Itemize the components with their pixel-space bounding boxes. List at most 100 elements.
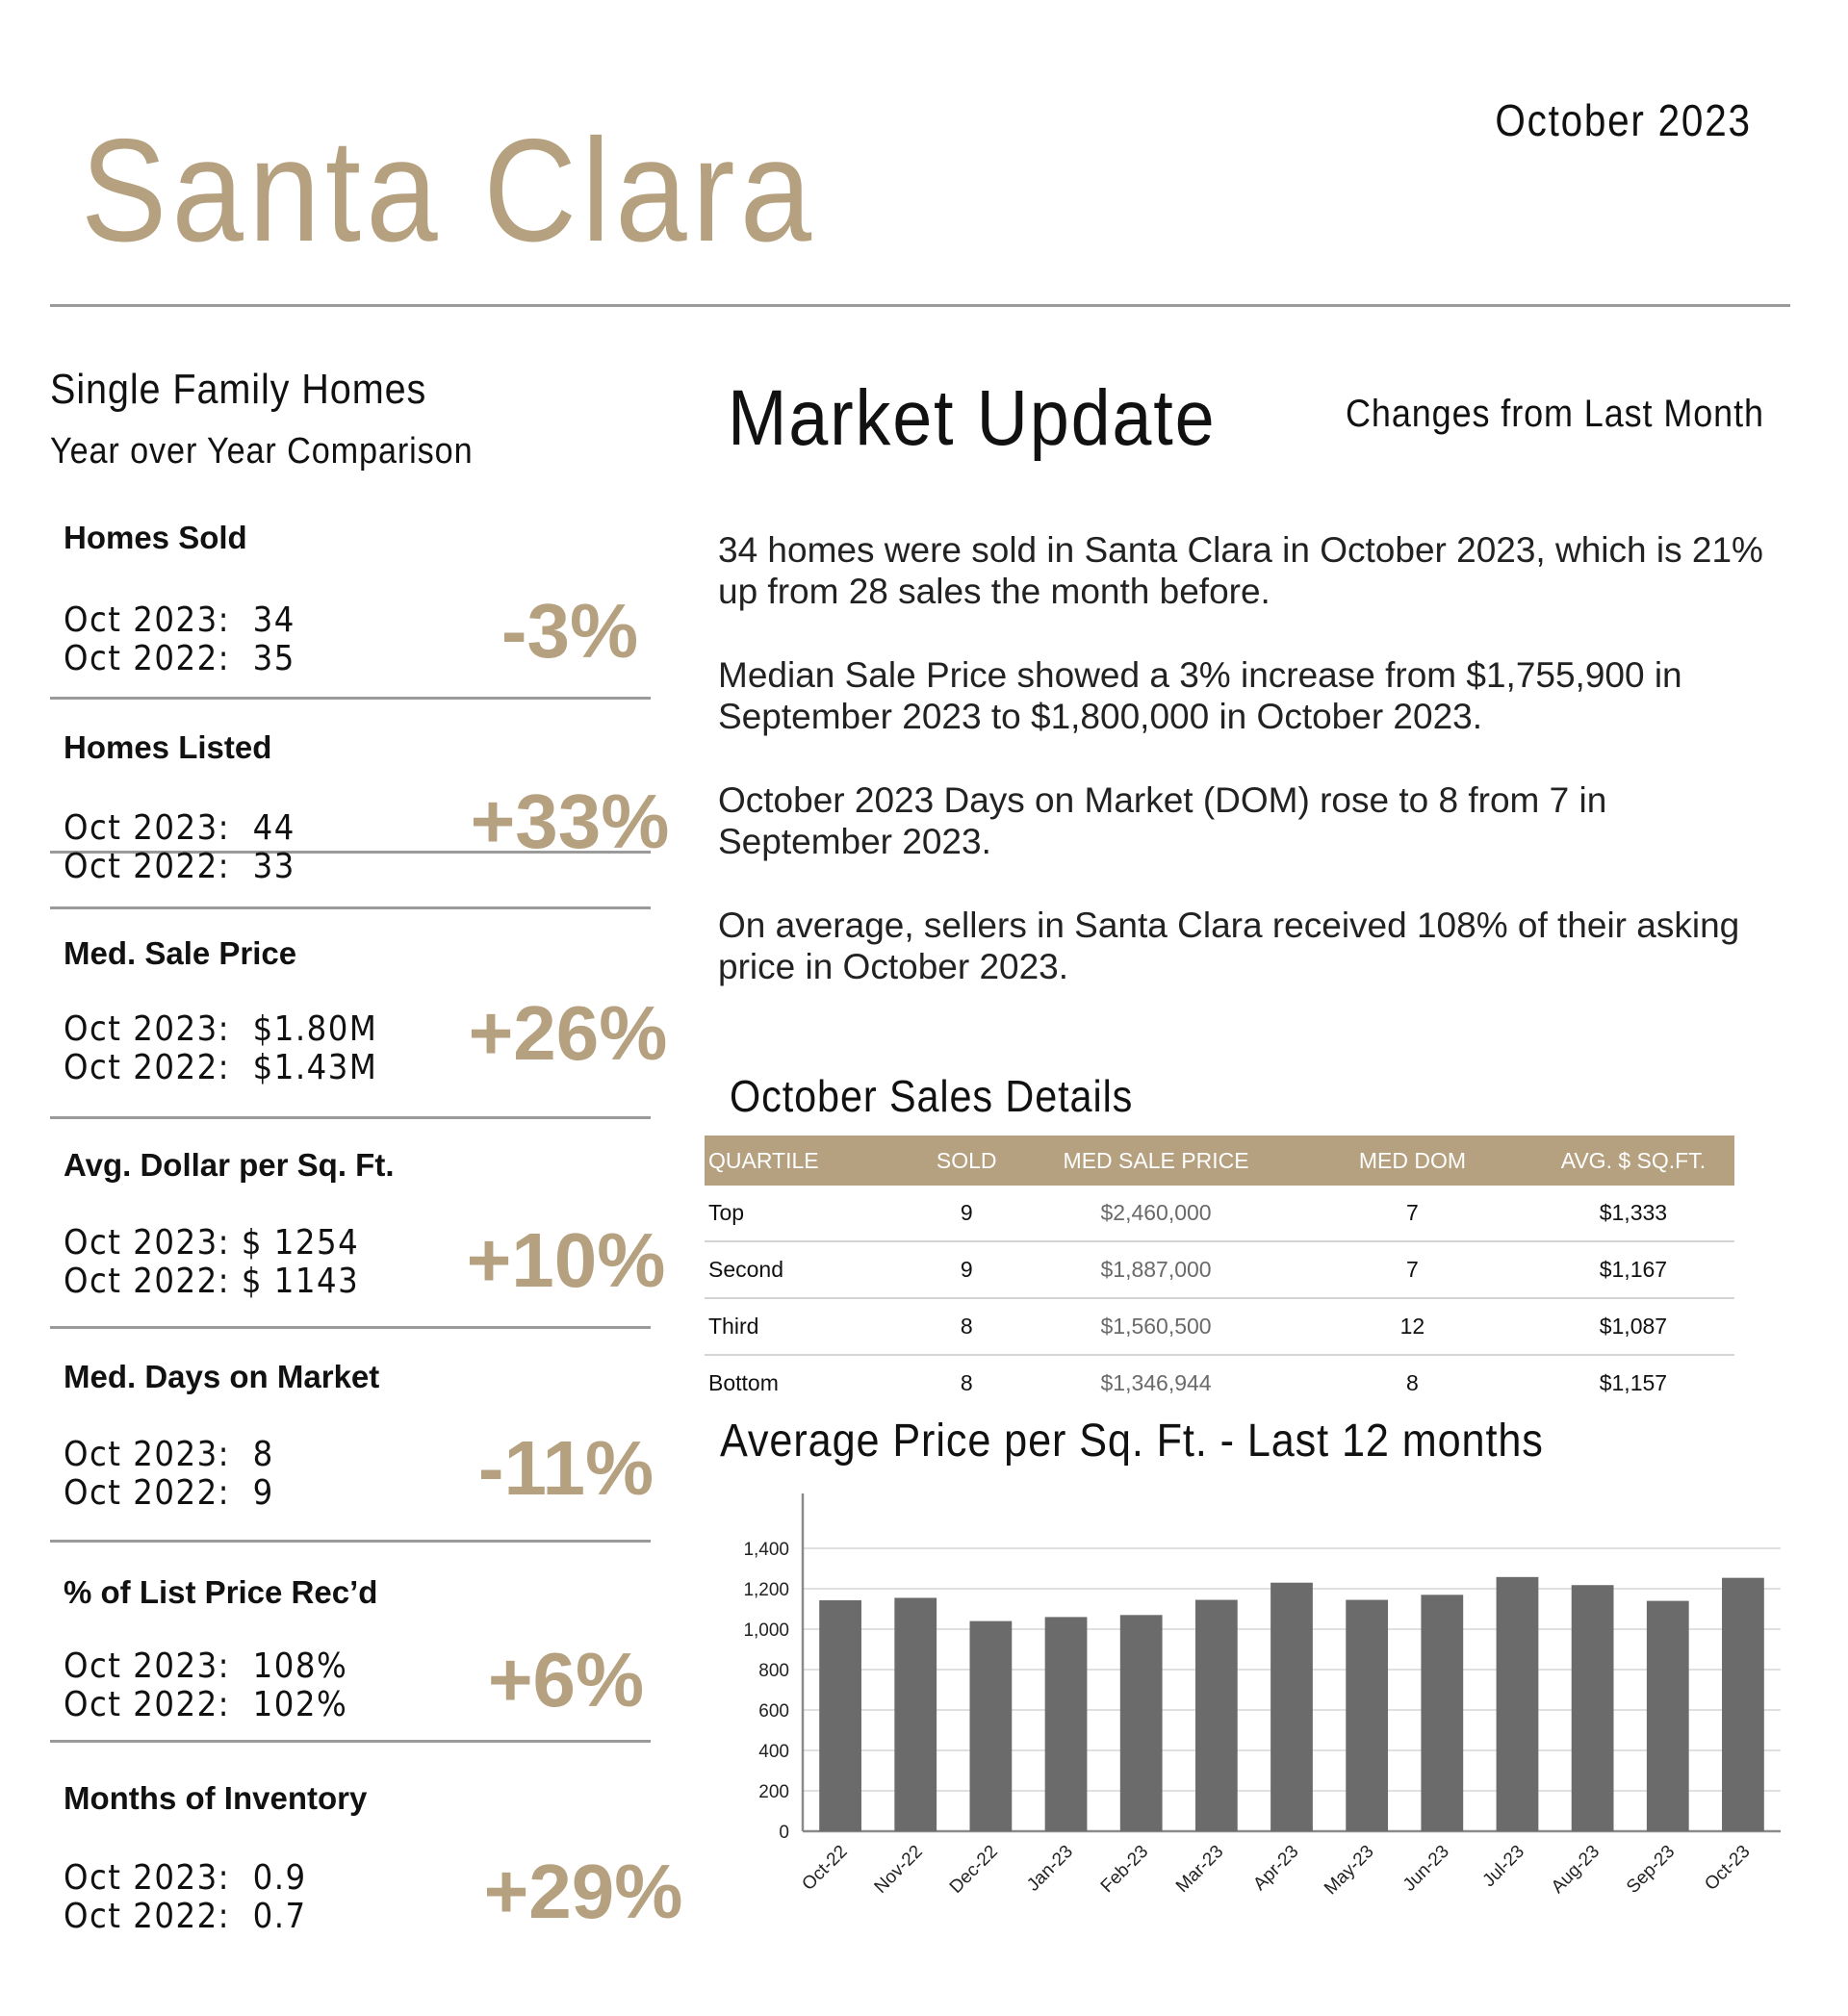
bar <box>819 1599 861 1831</box>
metric-change: -3% <box>500 588 639 674</box>
bar <box>1646 1600 1689 1831</box>
table-row: Top 9 $2,460,000 7 $1,333 <box>705 1186 1734 1242</box>
avg-price-sqft-chart: 0 200 400 600 800 1,000 1,200 1,400 Oct-22 Nov-22… <box>743 1493 1781 1900</box>
table-cell: 8 <box>913 1298 1020 1356</box>
metric-current: Oct 2023: 34 <box>64 600 295 640</box>
metric-med-days-on-market: Med. Days on Market Oct 2023: 8 Oct 2022:… <box>50 1359 654 1567</box>
metric-change: +6% <box>487 1637 645 1723</box>
metric-change: +10% <box>466 1217 666 1303</box>
table-cell: 7 <box>1293 1241 1532 1299</box>
metric-values: Oct 2023: $ 1254 Oct 2022: $ 1143 <box>64 1224 359 1301</box>
metric-previous: Oct 2022: 9 <box>64 1473 274 1513</box>
metric-label: Homes Sold <box>64 520 247 555</box>
y-tick-label: 0 <box>779 1823 789 1843</box>
y-tick-label: 400 <box>758 1742 789 1762</box>
table-cell: Third <box>705 1298 914 1356</box>
x-tick-label: May-23 <box>1321 1842 1378 1900</box>
metric-homes-listed: Homes Listed Oct 2023: 44 Oct 2022: 33 +3… <box>50 729 669 937</box>
column-header: QUARTILE <box>705 1136 914 1186</box>
table-header-row: QUARTILE SOLD MED SALE PRICE MED DOM AVG… <box>705 1136 1734 1186</box>
metric-current: Oct 2023: 44 <box>64 808 295 848</box>
metric-previous: Oct 2022: 102% <box>64 1685 348 1724</box>
metric-label: Homes Listed <box>64 729 272 765</box>
metric-divider <box>50 1540 651 1543</box>
table-cell: 9 <box>913 1186 1020 1242</box>
yoy-comparison-panel: Single Family Homes Year over Year Compa… <box>50 366 682 1936</box>
metric-change: +29% <box>483 1849 683 1934</box>
table-cell: $1,346,944 <box>1100 1370 1212 1395</box>
x-tick-label: Mar-23 <box>1172 1842 1227 1897</box>
bar <box>1119 1615 1163 1831</box>
bar <box>969 1620 1013 1831</box>
metric-label: % of List Price Rec’d <box>64 1574 378 1610</box>
x-tick-label: Dec-22 <box>946 1842 1002 1898</box>
metric-label: Months of Inventory <box>64 1780 368 1816</box>
update-paragraph: 34 homes were sold in Santa Clara in Oct… <box>718 530 1763 611</box>
y-tick-label: 1,200 <box>743 1580 789 1600</box>
bar <box>1194 1599 1238 1831</box>
metric-avg-dollar-sqft: Avg. Dollar per Sq. Ft. Oct 2023: $ 1254… <box>50 1147 665 1355</box>
column-header: MED DOM <box>1293 1136 1532 1186</box>
metric-homes-sold: Homes Sold Oct 2023: 34 Oct 2022: 35 -3% <box>50 520 651 854</box>
table-cell: 8 <box>1406 1370 1419 1395</box>
metric-previous: Oct 2022: 0.7 <box>64 1897 307 1936</box>
y-tick-label: 1,000 <box>743 1620 789 1641</box>
metric-change: -11% <box>477 1425 654 1511</box>
chart-title: Average Price per Sq. Ft. - Last 12 mont… <box>720 1416 1544 1467</box>
metric-values: Oct 2023: $1.80M Oct 2022: $1.43M <box>64 1010 377 1087</box>
x-tick-label: Sep-23 <box>1623 1842 1679 1898</box>
bar <box>1571 1585 1614 1831</box>
x-tick-label: Oct-23 <box>1701 1842 1754 1895</box>
y-tick-label: 800 <box>758 1661 789 1681</box>
bar <box>1346 1599 1389 1831</box>
column-header: SOLD <box>913 1136 1020 1186</box>
sales-details-table: QUARTILE SOLD MED SALE PRICE MED DOM AVG… <box>705 1136 1734 1411</box>
x-tick-label: Aug-23 <box>1548 1842 1604 1898</box>
table-cell: Bottom <box>708 1370 779 1395</box>
metric-divider <box>50 906 651 909</box>
metric-values: Oct 2023: 8 Oct 2022: 9 <box>64 1436 274 1513</box>
table-cell: Second <box>705 1241 914 1299</box>
metric-months-inventory: Months of Inventory Oct 2023: 0.9 Oct 202… <box>50 1780 682 1988</box>
metric-current: Oct 2023: 108% <box>64 1646 348 1686</box>
metric-label: Avg. Dollar per Sq. Ft. <box>64 1147 395 1183</box>
metric-current: Oct 2023: 8 <box>64 1435 274 1474</box>
report-date: October 2023 <box>1495 95 1752 145</box>
metric-previous: Oct 2022: 35 <box>64 639 295 678</box>
metric-previous: Oct 2022: $ 1143 <box>64 1262 360 1301</box>
table-cell: $1,333 <box>1531 1186 1734 1242</box>
update-paragraph: On average, sellers in Santa Clara recei… <box>718 906 1740 986</box>
column-header: AVG. $ SQ.FT. <box>1531 1136 1734 1186</box>
bar <box>1722 1577 1764 1831</box>
bar <box>894 1597 937 1831</box>
x-tick-label: Apr-23 <box>1249 1842 1302 1895</box>
y-tick-label: 200 <box>758 1782 789 1802</box>
metric-divider <box>50 851 651 854</box>
column-header: MED SALE PRICE <box>1019 1136 1294 1186</box>
metric-pct-list-price: % of List Price Rec’d Oct 2023: 108% Oct … <box>50 1574 651 1782</box>
table-row: Third 8 $1,560,500 12 $1,087 <box>705 1298 1734 1356</box>
table-cell: $1,887,000 <box>1019 1241 1294 1299</box>
table-cell: Top <box>705 1186 914 1242</box>
metric-divider <box>50 697 651 700</box>
x-tick-label: Nov-22 <box>871 1842 927 1898</box>
section-title: Single Family Homes <box>50 366 427 413</box>
table-cell: $2,460,000 <box>1019 1186 1294 1242</box>
bar <box>1421 1595 1464 1831</box>
update-paragraph: October 2023 Days on Market (DOM) rose t… <box>718 780 1607 861</box>
metric-divider <box>50 1740 651 1743</box>
table-row: Second 9 $1,887,000 7 $1,167 <box>705 1241 1734 1299</box>
x-tick-label: Jan-23 <box>1023 1842 1077 1896</box>
metric-values: Oct 2023: 34 Oct 2022: 35 <box>64 601 295 678</box>
table-cell: $1,157 <box>1599 1370 1668 1395</box>
x-tick-label: Feb-23 <box>1097 1842 1152 1897</box>
metric-current: Oct 2023: $1.80M <box>64 1009 378 1049</box>
metric-med-sale-price: Med. Sale Price Oct 2023: $1.80M Oct 2022… <box>50 935 667 1143</box>
metric-previous: Oct 2022: 33 <box>64 847 295 886</box>
metric-current: Oct 2023: $ 1254 <box>64 1223 360 1263</box>
table-cell: $1,560,500 <box>1019 1298 1294 1356</box>
y-tick-label: 1,400 <box>743 1540 789 1560</box>
metric-divider <box>50 1116 651 1119</box>
sales-details-title: October Sales Details <box>730 1071 1134 1121</box>
x-tick-label: Oct-22 <box>798 1842 851 1895</box>
